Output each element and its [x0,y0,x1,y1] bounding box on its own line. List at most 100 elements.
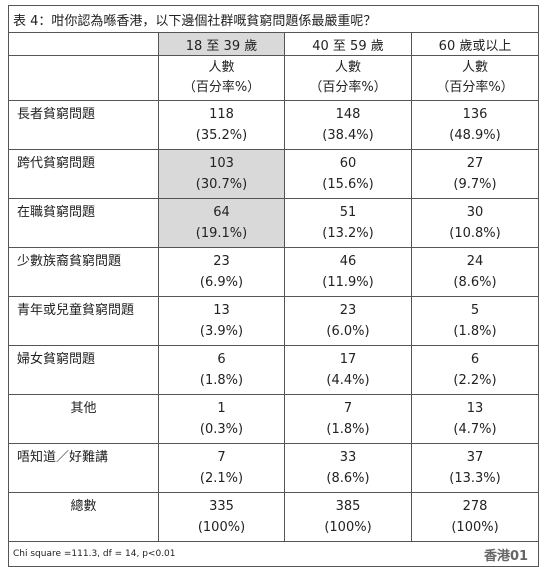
data-row: 跨代貧窮問題 103 (30.7%) 60 (15.6%) 27 (9.7%) [8,149,540,199]
percent: (1.8%) [199,373,244,388]
count: 148 [335,107,361,122]
unit-cell: 人數 （百分率%） [410,55,540,101]
count: 385 [335,499,361,514]
percent: (13.2%) [322,226,374,241]
data-cell: 17 (4.4%) [284,345,412,395]
data-cell: 1 (0.3%) [158,394,285,444]
table-body: 表 4：咁你認為喺香港，以下邊個社群嘅貧窮問題係最嚴重呢？ 18 至 39 歲 40… [7,5,540,567]
count: 1 [217,401,226,416]
data-row: 長者貧窮問題 118 (35.2%) 148 (38.4%) 136 (48.9%) [8,100,540,150]
count: 17 [339,352,357,367]
table: 表 4：咁你認為喺香港，以下邊個社群嘅貧窮問題係最嚴重呢？ 18 至 39 歲 40… [7,5,540,567]
percent: (4.7%) [453,422,497,437]
percent: (35.2%) [195,128,248,143]
count: 33 [339,450,357,465]
row-label: 長者貧窮問題 [8,100,159,150]
percent: (13.3%) [449,471,501,486]
data-cell: 33 (8.6%) [284,443,412,493]
unit-cell: 人數 （百分率%） [284,55,412,101]
count: 37 [466,450,484,465]
percent: (8.6%) [453,275,497,290]
data-row: 在職貧窮問題 64 (19.1%) 51 (13.2%) 30 (10.8%) [8,198,540,248]
count: 24 [466,254,484,269]
count: 51 [339,205,357,220]
count: 23 [339,303,357,318]
table-title: 表 4：咁你認為喺香港，以下邊個社群嘅貧窮問題係最嚴重呢？ [7,5,540,33]
title-row: 表 4：咁你認為喺香港，以下邊個社群嘅貧窮問題係最嚴重呢？ [7,5,540,33]
column-header: 18 至 39 歲 [158,32,285,56]
unit-cell: 人數 （百分率%） [158,55,285,101]
note: Chi square =111.3, df = 14, p<0.01 [13,549,176,559]
percent: (11.9%) [322,275,374,290]
data-row: 婦女貧窮問題 6 (1.8%) 17 (4.4%) 6 (2.2%) [8,345,540,395]
data-cell: 6 (1.8%) [158,345,285,395]
data-cell: 23 (6.0%) [284,296,412,346]
count: 136 [462,107,488,122]
percent: (1.8%) [326,422,370,437]
data-cell: 24 (8.6%) [410,247,540,297]
count: 13 [466,401,484,416]
data-row: 其他 1 (0.3%) 7 (1.8%) 13 (4.7%) [8,394,540,444]
unit-text: 人數 [462,60,489,75]
percent: (6.0%) [326,324,370,339]
data-cell: 103 (30.7%) [158,149,285,199]
data-cell: 64 (19.1%) [158,198,285,248]
header-row: 18 至 39 歲 40 至 59 歲 60 歲或以上 [8,32,540,56]
percent: (3.9%) [199,324,244,339]
page: {"header": {"title": "表 4：咁你認為喺香港，以下邊個社群… [7,5,540,567]
data-cell: 6 (2.2%) [410,345,540,395]
percent: (2.1%) [199,471,244,486]
count: 278 [462,499,488,514]
data-cell: 118 (35.2%) [158,100,285,150]
data-row: 唔知道／好難講 7 (2.1%) 33 (8.6%) 37 (13.3%) [8,443,540,493]
count: 23 [213,254,230,269]
count: 118 [209,107,234,122]
data-cell: 30 (10.8%) [410,198,540,248]
count: 64 [213,205,230,220]
count: 7 [217,450,226,465]
percent: (100%) [451,520,499,535]
data-cell: 27 (9.7%) [410,149,540,199]
data-row: 少數族裔貧窮問題 23 (6.9%) 46 (11.9%) 24 (8.6%) [8,247,540,297]
data-cell: 13 (3.9%) [158,296,285,346]
count: 335 [209,499,234,514]
count: 103 [209,156,234,171]
count: 6 [217,352,226,367]
data-cell: 136 (48.9%) [410,100,540,150]
note-row: Chi square =111.3, df = 14, p<0.01 香港01 [7,541,540,567]
unit-text: （百分率%） [309,80,387,95]
percent: (19.1%) [195,226,248,241]
column-header: 60 歲或以上 [410,32,540,56]
unit-text: 人數 [334,60,361,75]
data-cell: 385 (100%) [284,492,412,542]
row-label: 跨代貧窮問題 [8,149,159,199]
percent: (6.9%) [199,275,244,290]
row-label: 其他 [8,394,159,444]
percent: (8.6%) [326,471,370,486]
data-cell: 13 (4.7%) [410,394,540,444]
data-cell: 278 (100%) [410,492,540,542]
count: 13 [213,303,230,318]
percent: (30.7%) [195,177,248,192]
row-label: 少數族裔貧窮問題 [8,247,159,297]
data-cell: 5 (1.8%) [410,296,540,346]
row-label: 在職貧窮問題 [8,198,159,248]
count: 5 [470,303,480,318]
percent: (9.7%) [453,177,497,192]
data-cell: 46 (11.9%) [284,247,412,297]
empty-cell [8,32,159,56]
unit-text: （百分率%） [436,80,514,95]
row-label: 婦女貧窮問題 [8,345,159,395]
data-cell: 51 (13.2%) [284,198,412,248]
watermark: 香港01 [483,549,529,564]
row-label: 唔知道／好難講 [8,443,159,493]
data-cell: 148 (38.4%) [284,100,412,150]
data-row: 青年或兒童貧窮問題 13 (3.9%) 23 (6.0%) 5 (1.8%) [8,296,540,346]
percent: (100%) [324,520,372,535]
table-wrap: 表 4：咁你認為喺香港，以下邊個社群嘅貧窮問題係最嚴重呢？ 18 至 39 歲 40… [7,5,540,567]
column-header: 40 至 59 歲 [284,32,412,56]
data-cell: 37 (13.3%) [410,443,540,493]
count: 27 [466,156,484,171]
note-cell: Chi square =111.3, df = 14, p<0.01 香港01 [7,541,540,567]
row-label: 總數 [8,492,159,542]
